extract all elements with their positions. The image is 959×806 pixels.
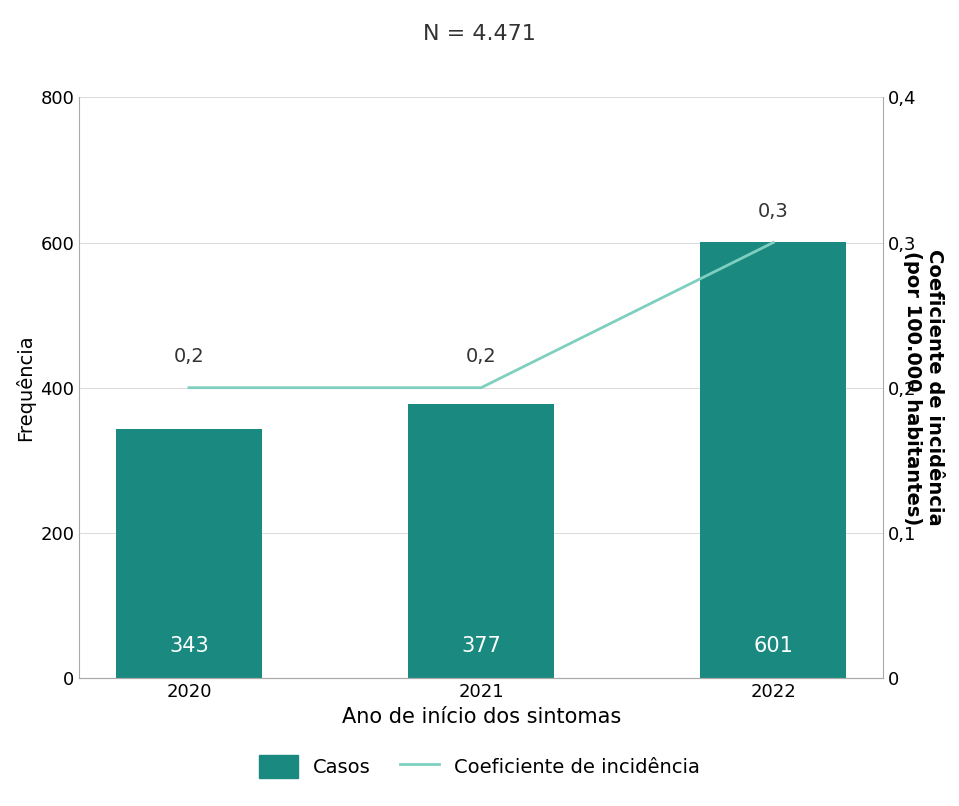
- Y-axis label: Frequência: Frequência: [15, 334, 35, 441]
- Text: 343: 343: [169, 636, 209, 656]
- Text: N = 4.471: N = 4.471: [423, 24, 536, 44]
- Text: 377: 377: [461, 636, 501, 656]
- Text: 601: 601: [754, 636, 793, 656]
- X-axis label: Ano de início dos sintomas: Ano de início dos sintomas: [341, 707, 620, 726]
- Text: 0,2: 0,2: [174, 347, 204, 366]
- Y-axis label: Coeficiente de incidência
(por 100.000 habitantes): Coeficiente de incidência (por 100.000 h…: [903, 249, 944, 526]
- Bar: [116, 429, 262, 678]
- Bar: [700, 242, 847, 678]
- Text: 0,2: 0,2: [466, 347, 497, 366]
- Bar: [409, 405, 554, 678]
- Text: 0,3: 0,3: [758, 202, 788, 221]
- Legend: Casos, Coeficiente de incidência: Casos, Coeficiente de incidência: [249, 745, 710, 788]
